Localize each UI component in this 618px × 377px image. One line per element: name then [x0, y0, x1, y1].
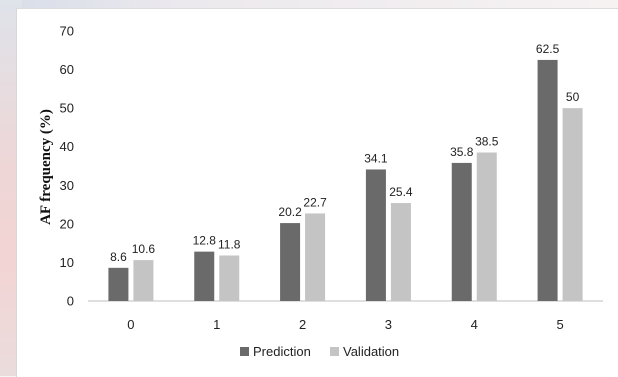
y-tick-label: 40: [60, 139, 74, 154]
bar-validation: [219, 255, 240, 301]
bar-validation: [305, 213, 326, 301]
x-tick-label: 5: [556, 317, 563, 332]
data-label: 22.7: [303, 195, 327, 209]
y-axis-label: AF frequency (%): [38, 109, 54, 225]
data-label: 62.5: [536, 42, 560, 56]
bar-prediction: [537, 59, 558, 301]
data-label: 11.8: [218, 237, 241, 251]
data-label: 25.4: [389, 185, 413, 199]
bar-validation: [390, 203, 411, 301]
x-axis-ticks: 0 1 2 3 4 5: [127, 317, 563, 332]
bar-prediction: [451, 162, 472, 301]
y-tick-label: 10: [60, 255, 74, 270]
x-tick-label: 0: [127, 317, 134, 332]
data-label: 8.6: [110, 250, 127, 264]
bar-validation: [562, 108, 583, 302]
y-tick-label: 60: [60, 62, 74, 77]
y-tick-label: 30: [60, 178, 74, 193]
data-label: 50: [566, 90, 580, 104]
bar-validation: [133, 260, 154, 301]
chart-panel: [16, 8, 618, 377]
data-label: 38.5: [475, 135, 499, 149]
legend-label-prediction: Prediction: [253, 344, 311, 359]
x-tick-label: 3: [385, 317, 392, 332]
bars-group: 8.6 10.6 12.8 11.8 20.222.7 34.1 25.4 35.838.5 6…: [108, 42, 583, 302]
bar-prediction: [108, 267, 129, 301]
y-axis-ticks: 0 10 20 30 40 50 60 70: [60, 24, 74, 309]
x-tick-label: 4: [471, 317, 478, 332]
x-tick-label: 1: [213, 317, 220, 332]
bar-prediction: [194, 251, 215, 301]
data-label: 34.1: [364, 151, 388, 165]
bar-prediction: [365, 169, 386, 301]
x-tick-label: 2: [299, 317, 306, 332]
legend: Prediction Validation: [240, 344, 399, 359]
data-label: 12.8: [193, 234, 217, 248]
legend-swatch-prediction: [240, 347, 249, 356]
y-tick-label: 20: [60, 216, 74, 231]
legend-swatch-validation: [330, 347, 339, 356]
y-tick-label: 70: [60, 24, 74, 39]
data-label: 35.8: [450, 145, 474, 159]
y-tick-label: 50: [60, 101, 74, 116]
data-label: 20.2: [278, 205, 302, 219]
bar-validation: [476, 152, 497, 301]
legend-label-validation: Validation: [343, 344, 399, 359]
y-tick-label: 0: [67, 294, 74, 309]
data-label: 10.6: [132, 242, 156, 256]
bar-prediction: [280, 223, 301, 301]
